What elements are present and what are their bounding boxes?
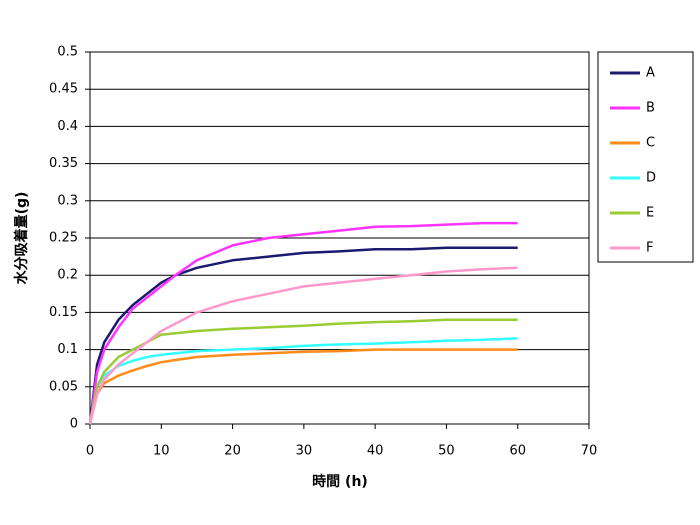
x-tick-label: 0	[86, 444, 94, 459]
series-line	[88, 221, 518, 425]
y-tick-label: 0.5	[57, 45, 78, 60]
x-tick-label: 70	[581, 444, 598, 459]
x-tick-label: 30	[296, 444, 313, 459]
y-tick-label: 0.3	[57, 193, 78, 208]
y-axis-label: 水分吸着量(g)	[13, 192, 30, 285]
y-tick-label: 0.25	[49, 231, 78, 246]
x-axis-label: 時間 (h)	[312, 473, 368, 490]
y-tick-label: 0	[70, 417, 78, 432]
series-line	[88, 318, 518, 425]
x-tick-label: 40	[367, 444, 384, 459]
y-tick-label: 0.05	[49, 379, 78, 394]
y-tick-label: 0.45	[49, 82, 78, 97]
series-line	[88, 348, 518, 425]
x-tick-label: 20	[224, 444, 241, 459]
legend-label: A	[646, 66, 655, 81]
legend-label: C	[646, 136, 655, 151]
legend-label: B	[646, 101, 655, 116]
legend-label: E	[646, 206, 654, 221]
legend-label: D	[646, 171, 656, 186]
y-tick-label: 0.1	[57, 342, 78, 357]
legend-label: F	[646, 241, 653, 256]
x-tick-label: 10	[153, 444, 170, 459]
series-line	[88, 246, 518, 425]
x-tick-label: 50	[438, 444, 455, 459]
y-tick-label: 0.2	[57, 268, 78, 283]
x-tick-label: 60	[509, 444, 526, 459]
series-line	[88, 266, 518, 425]
y-tick-label: 0.15	[49, 305, 78, 320]
legend-box	[597, 51, 694, 263]
y-tick-label: 0.35	[49, 156, 78, 171]
y-tick-label: 0.4	[57, 119, 78, 134]
